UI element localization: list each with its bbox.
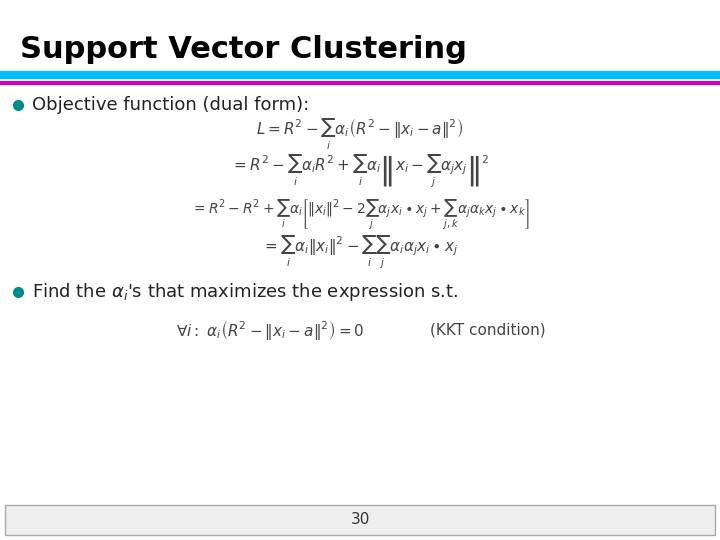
Text: Objective function (dual form):: Objective function (dual form): xyxy=(32,96,310,114)
Text: (KKT condition): (KKT condition) xyxy=(430,322,546,338)
Text: Support Vector Clustering: Support Vector Clustering xyxy=(20,35,467,64)
Text: 30: 30 xyxy=(351,512,369,528)
Text: $L = R^2 - \sum_i \alpha_i \left(R^2 - \|x_i - a\|^2\right)$: $L = R^2 - \sum_i \alpha_i \left(R^2 - \… xyxy=(256,118,464,152)
Text: $= \sum_i \alpha_i \|x_i\|^2 - \sum_i \sum_j \alpha_i \alpha_j x_i \bullet x_j$: $= \sum_i \alpha_i \|x_i\|^2 - \sum_i \s… xyxy=(262,235,458,271)
Text: $= R^2 - R^2 + \sum_i \alpha_i \left[ \|x_i\|^2 - 2\sum_j \alpha_j x_i \bullet x: $= R^2 - R^2 + \sum_i \alpha_i \left[ \|… xyxy=(191,198,529,232)
Text: $\forall i:\ \alpha_i \left(R^2 - \|x_i - a\|^2\right) = 0$: $\forall i:\ \alpha_i \left(R^2 - \|x_i … xyxy=(176,319,364,341)
Text: $= R^2 - \sum_i \alpha_i R^2 + \sum_i \alpha_i \left\|x_i - \sum_j \alpha_j x_j\: $= R^2 - \sum_i \alpha_i R^2 + \sum_i \a… xyxy=(230,154,490,190)
FancyBboxPatch shape xyxy=(5,505,715,535)
Text: Find the $\alpha_i$'s that maximizes the expression s.t.: Find the $\alpha_i$'s that maximizes the… xyxy=(32,281,459,303)
